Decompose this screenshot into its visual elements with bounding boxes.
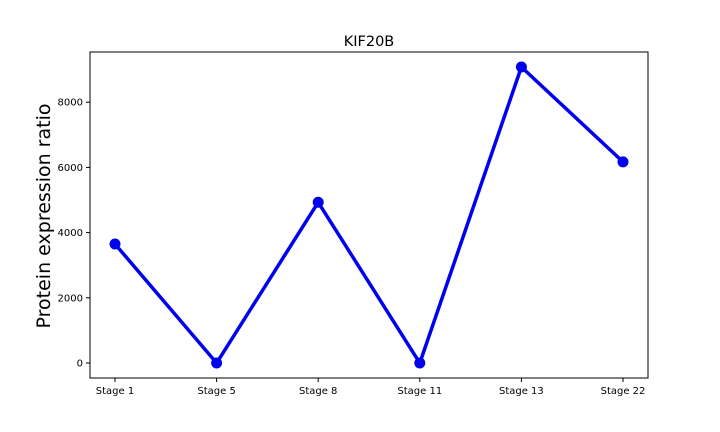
x-tick-label: Stage 11 (397, 386, 442, 397)
y-tick-label: 4000 (58, 228, 83, 239)
y-axis-label: Protein expression ratio (33, 104, 55, 329)
data-point (515, 61, 527, 73)
y-tick-label: 6000 (58, 163, 83, 174)
x-tick-label: Stage 8 (299, 386, 337, 397)
x-tick-label: Stage 1 (96, 386, 134, 397)
plot-area-frame (89, 51, 649, 379)
y-tick-label: 0 (77, 359, 83, 370)
data-point (617, 156, 629, 168)
x-tick-label: Stage 13 (499, 386, 544, 397)
y-tick-label: 2000 (58, 293, 83, 304)
data-point (211, 357, 223, 369)
chart-title: KIF20B (344, 34, 395, 50)
data-point (414, 357, 426, 369)
x-tick-label: Stage 22 (601, 386, 646, 397)
axis-ticks: 0 2000 4000 6000 8000 Stage 1 Stage 5 Stage 8 St… (58, 98, 646, 397)
series-line (113, 65, 625, 365)
data-point (109, 238, 121, 250)
x-tick-label: Stage 5 (197, 386, 235, 397)
y-tick-label: 8000 (58, 98, 83, 109)
series-layer (109, 61, 629, 369)
data-point (312, 196, 324, 208)
